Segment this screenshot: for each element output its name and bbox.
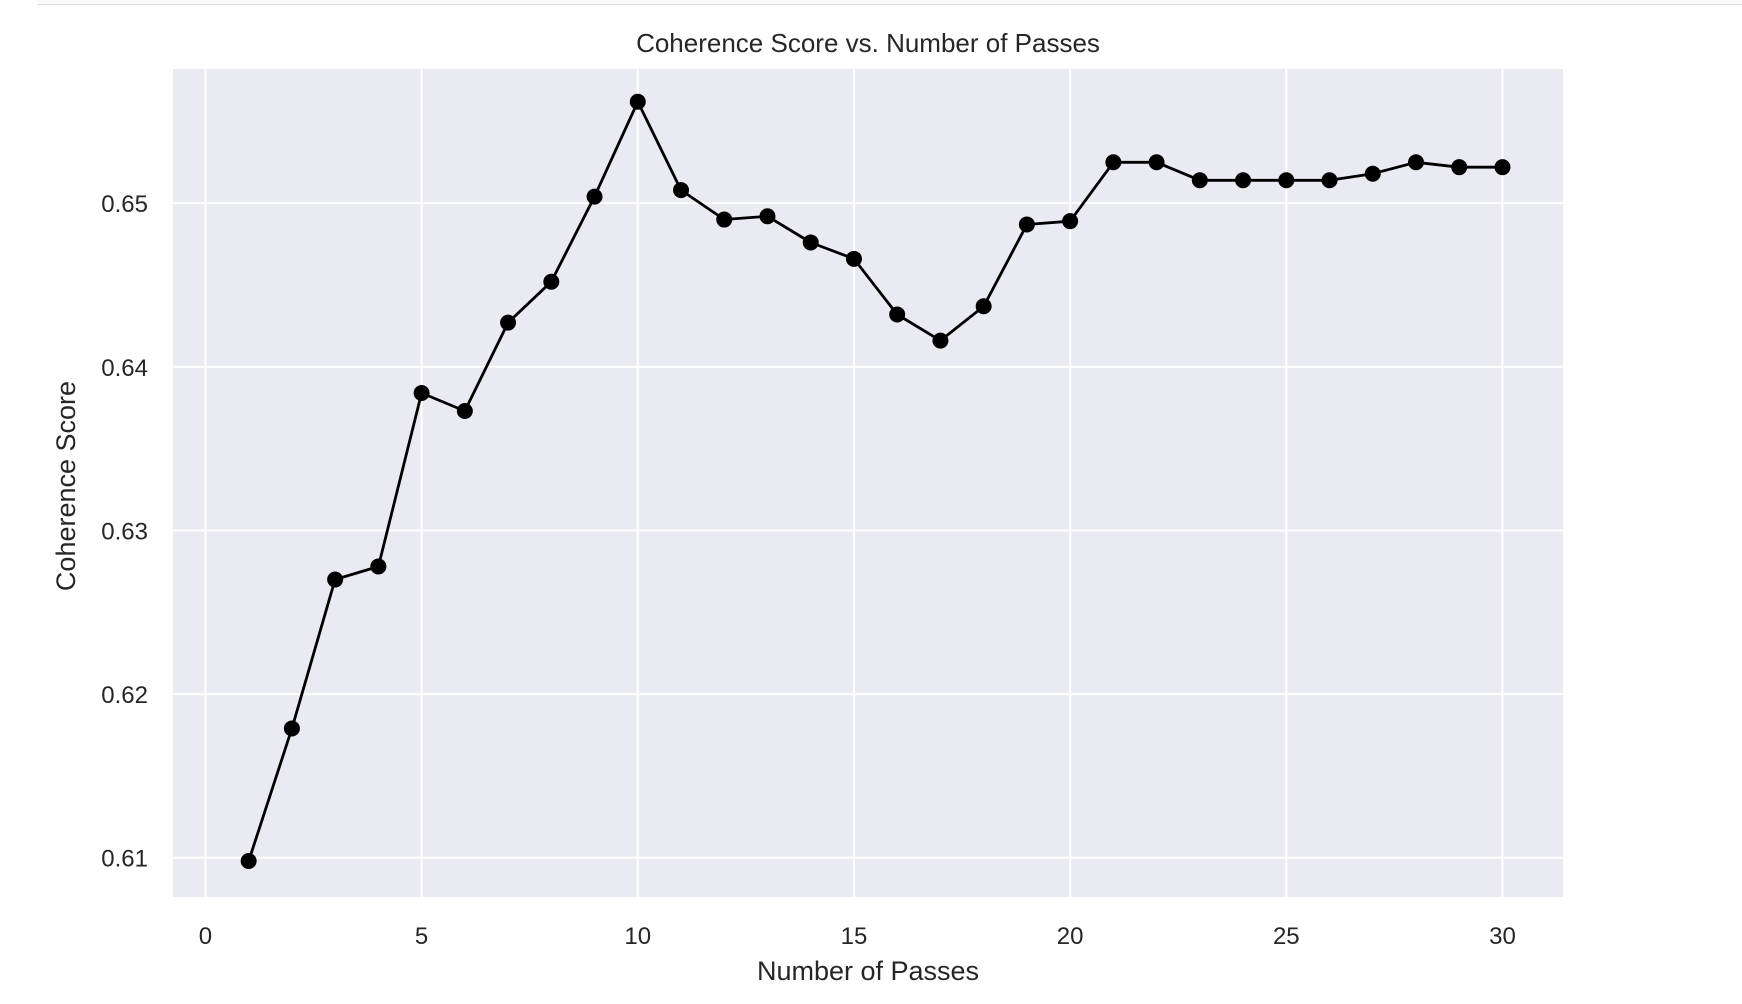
grid-lines xyxy=(173,69,1563,897)
data-point xyxy=(586,188,603,205)
data-point xyxy=(370,558,387,575)
x-axis-ticks: 0 5 10 15 20 25 30 xyxy=(199,923,1516,950)
x-tick-label: 20 xyxy=(1057,923,1084,950)
data-point xyxy=(1018,216,1035,233)
x-tick-label: 15 xyxy=(841,923,868,950)
series-markers xyxy=(240,93,1511,869)
data-point xyxy=(932,332,949,349)
data-point xyxy=(500,314,517,331)
x-tick-label: 25 xyxy=(1273,923,1300,950)
x-axis-label: Number of Passes xyxy=(757,956,979,986)
data-point xyxy=(543,273,560,290)
y-tick-label: 0.62 xyxy=(101,682,148,709)
x-tick-label: 5 xyxy=(415,923,428,950)
x-tick-label: 10 xyxy=(624,923,651,950)
y-axis-label: Coherence Score xyxy=(51,381,81,591)
data-point xyxy=(1494,159,1511,176)
data-point xyxy=(975,298,992,315)
x-tick-label: 0 xyxy=(199,923,212,950)
plot-area xyxy=(173,69,1563,897)
data-point xyxy=(1148,154,1165,171)
data-point xyxy=(845,250,862,267)
data-point xyxy=(1278,172,1295,189)
data-point xyxy=(1364,165,1381,182)
y-tick-label: 0.63 xyxy=(101,518,148,545)
data-point xyxy=(327,571,344,588)
y-tick-label: 0.64 xyxy=(101,355,148,382)
data-point xyxy=(1062,213,1079,230)
data-point xyxy=(1408,154,1425,171)
y-tick-label: 0.61 xyxy=(101,846,148,873)
data-point xyxy=(240,853,257,869)
y-axis-ticks: 0.61 0.62 0.63 0.64 0.65 xyxy=(101,191,148,873)
data-point xyxy=(1235,172,1252,189)
data-point xyxy=(673,182,690,199)
data-point xyxy=(456,403,473,419)
data-point xyxy=(413,385,430,401)
data-point xyxy=(1321,172,1338,189)
data-point xyxy=(759,208,776,225)
data-point xyxy=(629,93,646,110)
data-point xyxy=(716,211,733,228)
cell-top-border xyxy=(38,0,1742,5)
chart-title: Coherence Score vs. Number of Passes xyxy=(636,28,1100,58)
data-point xyxy=(283,720,300,737)
y-tick-label: 0.65 xyxy=(101,191,148,218)
data-point xyxy=(1451,159,1468,176)
data-point xyxy=(889,306,906,323)
data-point xyxy=(802,234,819,251)
data-point xyxy=(1105,154,1122,171)
data-point xyxy=(1191,172,1208,189)
x-tick-label: 30 xyxy=(1489,923,1516,950)
